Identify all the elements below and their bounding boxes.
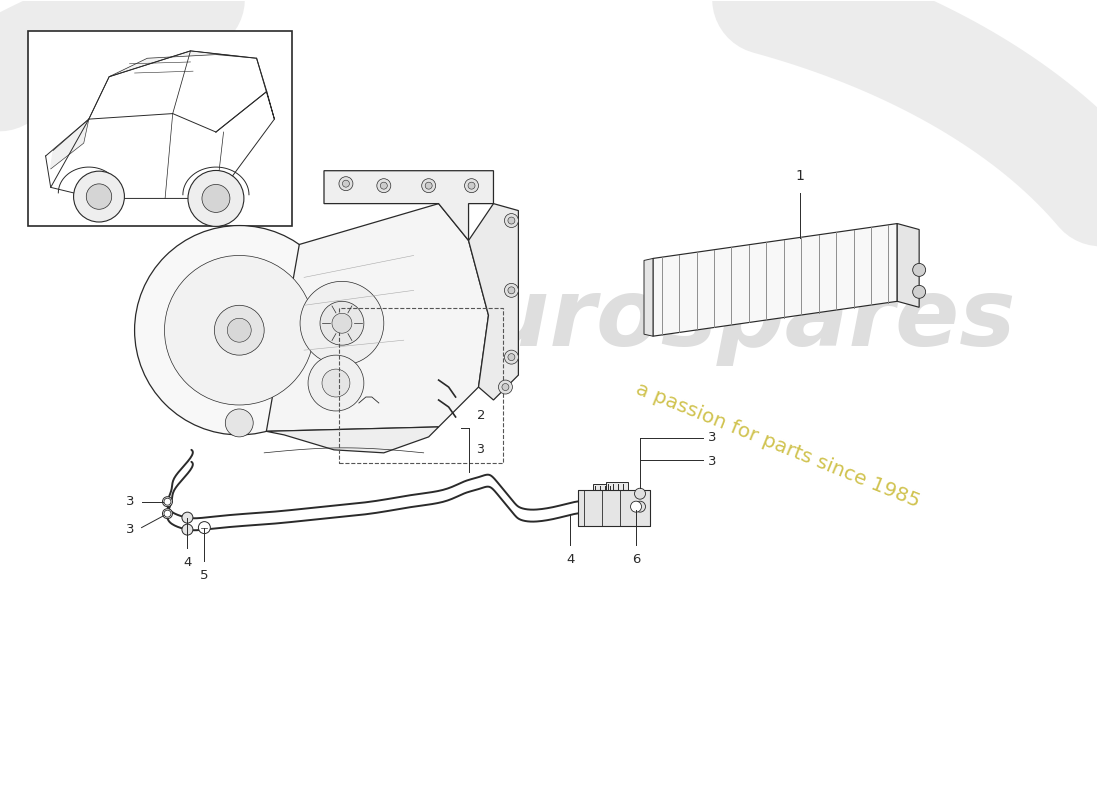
- Circle shape: [164, 510, 170, 517]
- Bar: [593, 484, 615, 512]
- Circle shape: [339, 177, 353, 190]
- Circle shape: [202, 185, 230, 213]
- Polygon shape: [109, 51, 256, 77]
- Circle shape: [342, 180, 350, 187]
- Circle shape: [182, 524, 192, 535]
- Circle shape: [86, 184, 112, 210]
- Circle shape: [228, 318, 251, 342]
- Circle shape: [74, 171, 124, 222]
- Circle shape: [508, 354, 515, 361]
- Circle shape: [163, 509, 173, 518]
- Bar: [606, 482, 628, 510]
- Circle shape: [381, 182, 387, 189]
- Text: 2: 2: [476, 409, 485, 422]
- Circle shape: [322, 369, 350, 397]
- Circle shape: [508, 287, 515, 294]
- Circle shape: [377, 178, 390, 193]
- Polygon shape: [644, 258, 653, 336]
- Circle shape: [502, 383, 509, 390]
- Polygon shape: [469, 204, 518, 400]
- Circle shape: [214, 306, 264, 355]
- Circle shape: [182, 512, 192, 523]
- Circle shape: [635, 501, 646, 512]
- Text: 3: 3: [707, 431, 716, 444]
- Bar: [28, 31, 293, 226]
- Circle shape: [164, 498, 170, 505]
- Polygon shape: [266, 427, 439, 453]
- Circle shape: [468, 182, 475, 189]
- Bar: [339, 308, 504, 463]
- Polygon shape: [898, 223, 920, 307]
- Circle shape: [300, 282, 384, 365]
- Circle shape: [163, 497, 173, 506]
- Circle shape: [635, 488, 646, 499]
- Text: 1: 1: [795, 169, 804, 182]
- Text: eurospares: eurospares: [419, 274, 1016, 366]
- Circle shape: [508, 217, 515, 224]
- Text: 5: 5: [200, 570, 209, 582]
- Circle shape: [498, 380, 513, 394]
- Circle shape: [421, 178, 436, 193]
- Circle shape: [505, 283, 518, 298]
- Text: 3: 3: [476, 443, 484, 456]
- Circle shape: [165, 255, 314, 405]
- Text: 6: 6: [631, 553, 640, 566]
- Circle shape: [332, 314, 352, 334]
- Text: 4: 4: [184, 555, 191, 569]
- Circle shape: [308, 355, 364, 411]
- Polygon shape: [51, 119, 89, 169]
- Circle shape: [913, 286, 925, 298]
- Circle shape: [188, 170, 244, 226]
- Text: 4: 4: [566, 553, 574, 566]
- Circle shape: [134, 226, 344, 435]
- Polygon shape: [266, 204, 488, 431]
- Text: 3: 3: [707, 455, 716, 468]
- Polygon shape: [324, 170, 494, 241]
- Circle shape: [505, 214, 518, 227]
- Circle shape: [426, 182, 432, 189]
- Circle shape: [630, 501, 641, 512]
- Circle shape: [464, 178, 478, 193]
- Circle shape: [505, 350, 518, 364]
- Circle shape: [320, 302, 364, 345]
- Circle shape: [913, 263, 925, 276]
- Bar: [579, 490, 650, 526]
- Circle shape: [198, 522, 210, 534]
- Text: a passion for parts since 1985: a passion for parts since 1985: [632, 379, 923, 510]
- Text: 3: 3: [126, 523, 134, 536]
- Text: 3: 3: [126, 495, 134, 508]
- Polygon shape: [653, 223, 898, 336]
- Circle shape: [226, 409, 253, 437]
